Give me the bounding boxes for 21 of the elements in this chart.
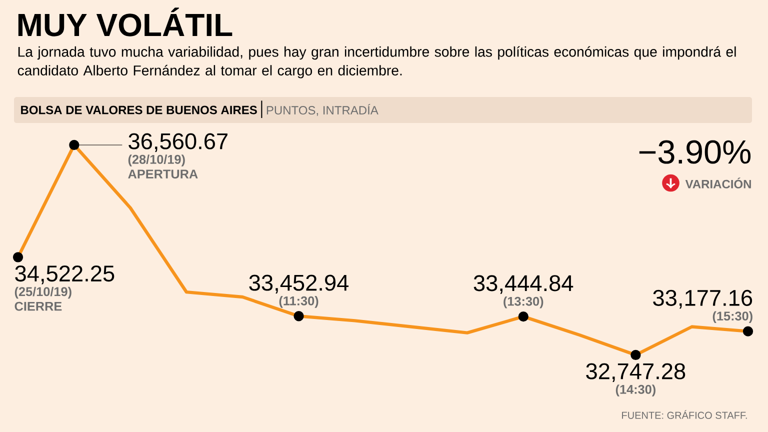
annotation: CIERRE bbox=[14, 302, 62, 311]
chart-title: MUY VOLÁTIL bbox=[18, 8, 232, 36]
data-label: 33,444.84 bbox=[474, 275, 574, 294]
data-label: 33,177.16 bbox=[653, 290, 752, 309]
annotation: (25/10/19) bbox=[14, 286, 72, 299]
annotation: (11:30) bbox=[279, 296, 318, 308]
chart-subtitle: La jornada tuvo mucha variabilidad, pues hay gran incertidumbre sobre las políticas económicas que impondrá el candidato Alberto Fernández al tomar el cargo en diciembre. bbox=[18, 46, 736, 78]
data-label: 32,747.28 bbox=[586, 363, 686, 382]
data-label: 34,522.25 bbox=[15, 266, 114, 284]
data-label: 36,560.67 bbox=[128, 133, 228, 152]
text: BOLSA DE VALORES DE BUENOS AIRES bbox=[21, 106, 257, 114]
y-axis-title: PUNTOS, INTRADÍA bbox=[266, 104, 378, 116]
source-note: FUENTE: GRÁFICO STAFF. bbox=[622, 410, 747, 419]
annotation: (13:30) bbox=[504, 296, 544, 308]
text: (14:30) bbox=[616, 384, 656, 396]
annotation: APERTURA bbox=[128, 170, 198, 179]
annotation: (28/10/19) bbox=[128, 154, 185, 166]
annotation: (15:30) bbox=[712, 311, 752, 324]
annotation: VARIACIÓN bbox=[685, 178, 751, 188]
data-label: 33,452.94 bbox=[249, 274, 349, 294]
annotation: −3.90% bbox=[639, 140, 751, 164]
